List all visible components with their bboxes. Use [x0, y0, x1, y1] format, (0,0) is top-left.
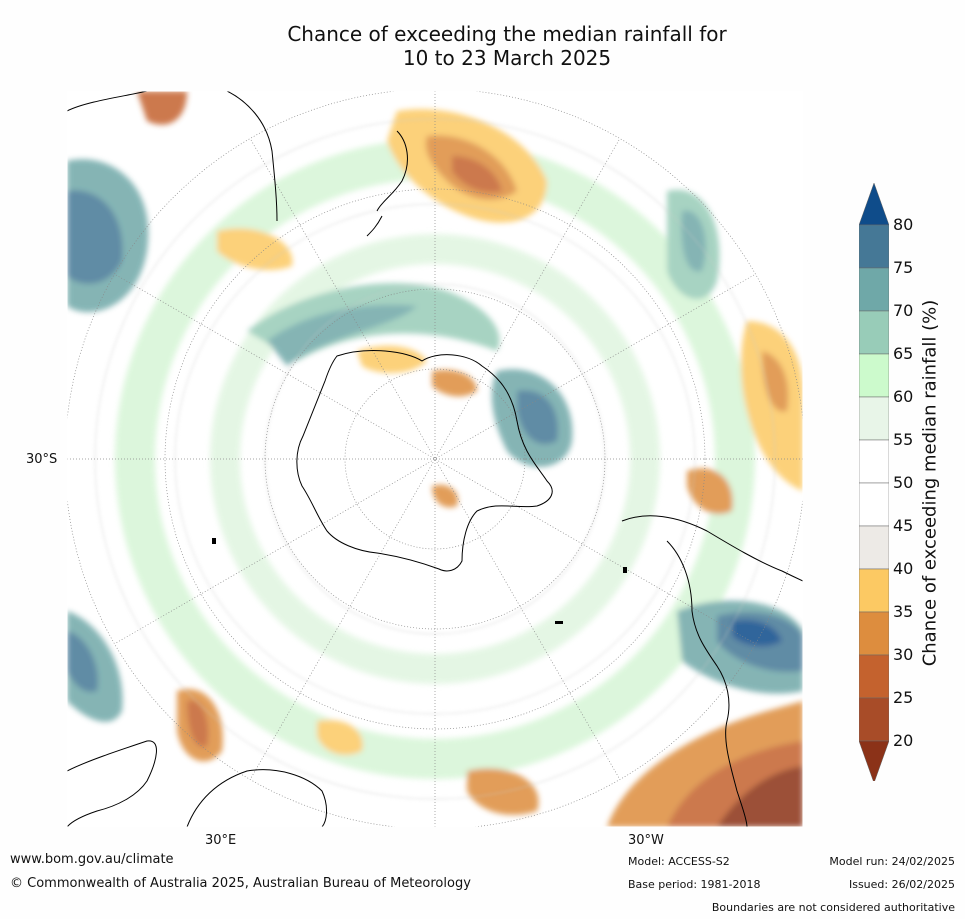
colorbar-band-top [858, 182, 890, 226]
map-title: Chance of exceeding the median rainfall … [0, 22, 965, 70]
colorbar-swatches [858, 182, 890, 784]
base-period-text: Base period: 1981-2018 [628, 878, 761, 891]
title-line-1: Chance of exceeding the median rainfall … [287, 22, 727, 46]
colorbar-band-bottom [858, 740, 890, 784]
website-link[interactable]: www.bom.gov.au/climate [10, 852, 174, 867]
lat-label-30s: 30°S [26, 452, 58, 467]
colorbar-tick-label: 35 [893, 602, 914, 621]
copyright-text: © Commonwealth of Australia 2025, Austra… [10, 876, 471, 891]
colorbar-tick-label: 55 [893, 430, 914, 449]
colorbar-tick-label: 40 [893, 559, 914, 578]
colorbar-band [858, 224, 890, 269]
colorbar-band [858, 568, 890, 613]
colorbar-tick-label: 25 [893, 688, 914, 707]
lon-label-30e: 30°E [205, 833, 237, 848]
colorbar-tick-label: 65 [893, 344, 914, 363]
colorbar-band [858, 482, 890, 527]
lon-label-30w: 30°W [628, 833, 664, 848]
colorbar-band [858, 697, 890, 742]
colorbar-tick-label: 70 [893, 301, 914, 320]
graticule [67, 91, 803, 827]
colorbar-tick-label: 30 [893, 645, 914, 664]
colorbar-tick-label: 50 [893, 473, 914, 492]
colorbar-band [858, 267, 890, 312]
title-line-2: 10 to 23 March 2025 [402, 46, 612, 70]
model-run-text: Model run: 24/02/2025 [829, 855, 955, 868]
disclaimer-text: Boundaries are not considered authoritat… [711, 901, 955, 914]
colorbar-title: Chance of exceeding median rainfall (%) [919, 299, 941, 667]
colorbar [858, 182, 890, 784]
colorbar-band [858, 654, 890, 699]
rainfall-map[interactable] [67, 91, 803, 827]
colorbar-tick-label: 80 [893, 215, 914, 234]
colorbar-band [858, 396, 890, 441]
islands [212, 538, 627, 624]
model-text: Model: ACCESS-S2 [628, 855, 730, 868]
colorbar-band [858, 439, 890, 484]
colorbar-tick-label: 60 [893, 387, 914, 406]
colorbar-tick-label: 20 [893, 731, 914, 750]
map-canvas [67, 91, 803, 827]
colorbar-band [858, 525, 890, 570]
colorbar-tick-label: 45 [893, 516, 914, 535]
colorbar-band [858, 310, 890, 355]
colorbar-tick-label: 75 [893, 258, 914, 277]
colorbar-band [858, 611, 890, 656]
coastlines [67, 91, 803, 827]
issued-text: Issued: 26/02/2025 [848, 878, 955, 891]
colorbar-band [858, 353, 890, 398]
probability-field [67, 91, 803, 827]
